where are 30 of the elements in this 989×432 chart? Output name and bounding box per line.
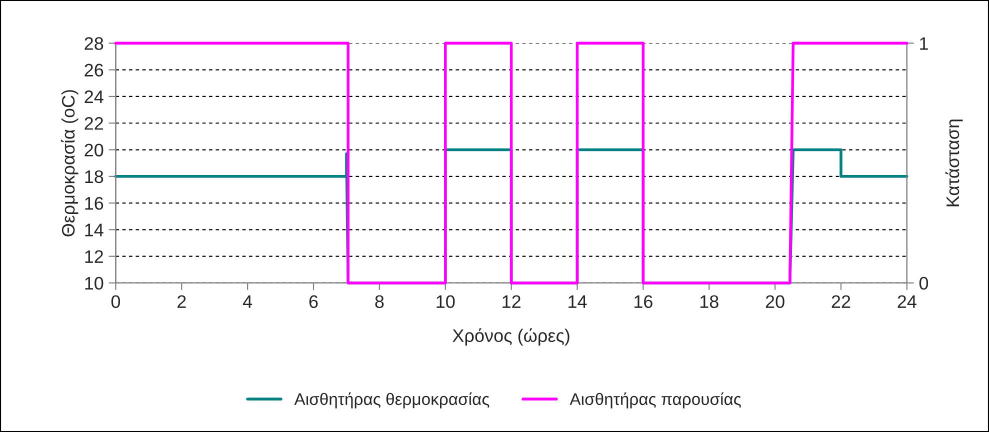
legend-label: Αισθητήρας θερμοκρασίας	[294, 392, 490, 408]
y-tick-label: 10	[85, 276, 104, 290]
x-tick-label: 24	[898, 295, 916, 308]
x-tick-label: 22	[832, 295, 850, 308]
y-tick-label: 14	[85, 224, 104, 236]
y-tick-label: 28	[84, 37, 104, 50]
y-tick-label: 12	[85, 250, 104, 263]
y-tick-label: 20	[84, 144, 104, 156]
legend-label: Αισθητήρας παρουσίας	[570, 392, 741, 408]
x-tick-label: 10	[436, 295, 455, 308]
x-axis-title: Χρόνος (ώρες)	[452, 328, 570, 346]
x-tick-label: 12	[502, 295, 520, 308]
x-tick-label: 14	[568, 295, 587, 308]
y2-tick-label: 0	[919, 276, 928, 290]
x-tick-label: 16	[634, 295, 652, 308]
x-tick-label: 0	[111, 295, 120, 308]
x-tick-label: 2	[178, 295, 186, 308]
y-tick-label: 16	[85, 196, 104, 210]
x-tick-label: 20	[766, 295, 784, 308]
y-tick-label: 26	[84, 64, 104, 77]
y-tick-label: 22	[84, 117, 104, 130]
x-tick-label: 8	[375, 295, 384, 308]
x-tick-label: 4	[242, 295, 252, 308]
x-tick-label: 18	[700, 295, 718, 308]
y2-tick-label: 1	[920, 37, 928, 50]
y2-axis-title: Κατάσταση	[945, 120, 963, 206]
y-tick-label: 24	[84, 90, 104, 104]
y-tick-label: 18	[85, 170, 104, 184]
y-axis-title: Θερμοκρασία (oC)	[60, 90, 78, 236]
x-tick-label: 6	[309, 295, 318, 308]
